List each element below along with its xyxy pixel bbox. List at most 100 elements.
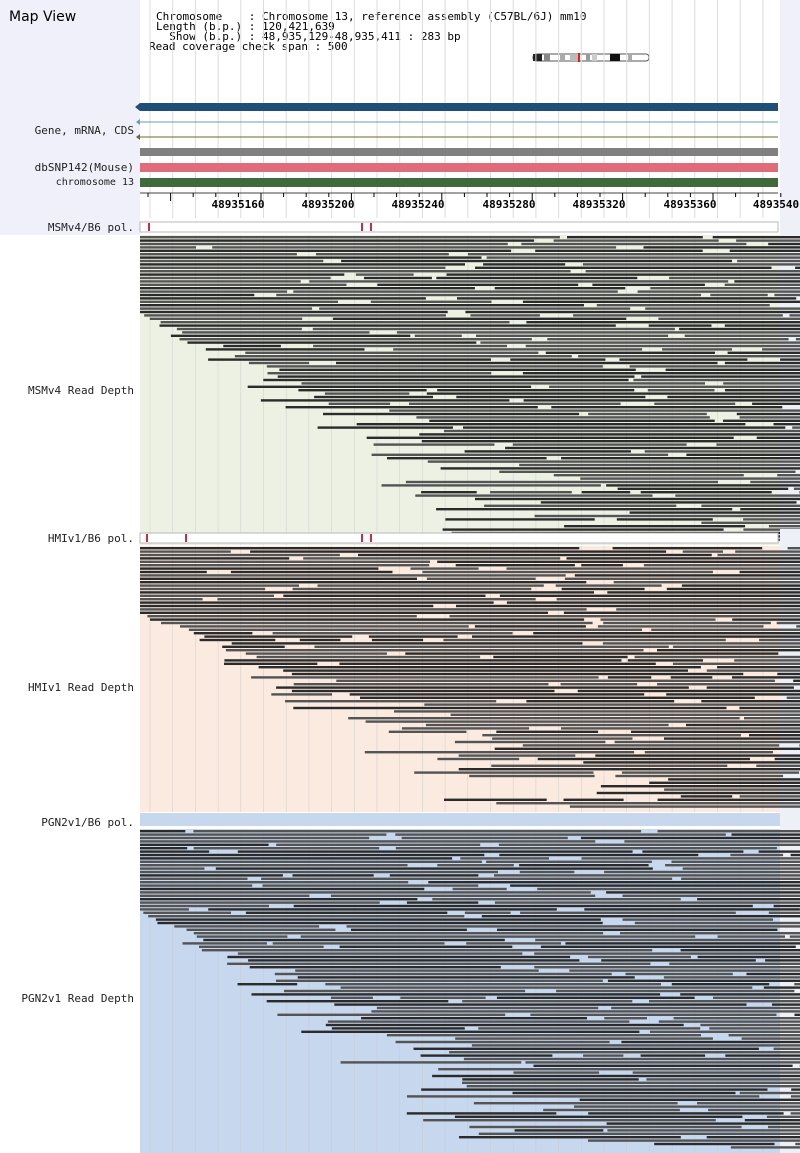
read-bar [697, 898, 800, 901]
read-bar [427, 460, 800, 463]
read-bar [443, 638, 726, 642]
read-bar [140, 584, 299, 587]
read-bar [458, 754, 576, 757]
read-bar [734, 659, 800, 662]
read-bar [727, 351, 800, 354]
read-bar [150, 618, 585, 621]
read-bar [739, 1091, 800, 1095]
panel-background [140, 546, 780, 812]
read-bar [709, 1027, 800, 1030]
read-bar [444, 798, 547, 801]
read-bar [606, 1122, 800, 1125]
read-bar [410, 567, 479, 570]
read-bar [314, 645, 669, 648]
read-bar [446, 273, 800, 276]
read-bar [716, 443, 800, 446]
read-bar [621, 1040, 800, 1044]
read-bar [300, 935, 696, 938]
read-bar [664, 788, 800, 791]
read-bar [140, 843, 269, 846]
read-bar [543, 1108, 680, 1112]
read-bar [140, 881, 409, 884]
read-bar [601, 959, 756, 962]
read-bar [364, 751, 635, 754]
read-bar [486, 860, 652, 863]
read-bar [336, 361, 718, 365]
read-bar [283, 669, 688, 672]
read-bar [140, 283, 347, 286]
read-bar [790, 1112, 800, 1115]
read-bar [668, 778, 800, 781]
read-bar [706, 669, 800, 672]
read-bar [650, 287, 800, 290]
coverage-span-info: Read coverage check span : 500 [149, 40, 348, 53]
pol-box [140, 813, 780, 826]
read-bar [474, 625, 586, 628]
read-bar [292, 874, 374, 877]
read-bar [667, 395, 800, 399]
read-bar [395, 1040, 610, 1044]
read-bar [580, 477, 800, 480]
read-bar [245, 351, 539, 354]
read-bar [319, 307, 631, 310]
read-bar [743, 518, 800, 521]
read-bar [602, 642, 800, 645]
read-bar [564, 577, 800, 580]
read-bar [790, 1095, 800, 1098]
read-bar [701, 700, 800, 703]
read-bar [140, 577, 417, 580]
read-bar [523, 399, 800, 402]
read-bar [298, 389, 427, 392]
read-bar [365, 720, 800, 723]
read-bar [768, 1125, 800, 1129]
read-bar [366, 436, 734, 439]
read-bar [140, 857, 453, 860]
chromosome-ideogram[interactable] [530, 53, 652, 62]
read-bar [640, 491, 772, 494]
read-bar [466, 1085, 800, 1088]
read-bar [730, 853, 784, 857]
read-bar [646, 1078, 800, 1081]
read-bar [759, 638, 800, 642]
read-bar [519, 864, 649, 867]
read-bar [622, 918, 773, 921]
read-bar [215, 867, 653, 870]
read-bar [237, 952, 523, 955]
read-bar [675, 494, 800, 497]
read-bar [596, 304, 770, 307]
read-bar [666, 587, 800, 591]
read-bar [421, 440, 800, 443]
read-bar [482, 734, 741, 737]
read-bar [140, 830, 186, 833]
read-bar [712, 236, 800, 239]
read-bar [633, 378, 800, 382]
read-bar [327, 1020, 630, 1023]
read-bar [388, 730, 467, 733]
read-bar [396, 331, 800, 334]
read-bar [481, 915, 800, 918]
read-bar [740, 508, 800, 511]
read-bar [499, 594, 800, 597]
read-bar [793, 679, 800, 682]
read-bar [506, 567, 800, 570]
read-bar [606, 891, 800, 894]
read-bar [332, 317, 627, 320]
read-bar [792, 426, 800, 429]
read-bar [140, 256, 482, 259]
read-bar [765, 959, 800, 962]
read-bar [208, 358, 491, 361]
read-bar [470, 314, 540, 317]
read-bar [627, 659, 703, 662]
read-bar [341, 259, 732, 263]
read-bar [553, 474, 744, 477]
read-bar [317, 584, 544, 587]
read-bar [665, 368, 800, 371]
read-bar [432, 1074, 800, 1078]
read-bar [701, 504, 800, 507]
read-bar [140, 894, 310, 897]
read-bar [429, 419, 715, 422]
read-bar [649, 1000, 800, 1003]
read-bar [284, 989, 526, 993]
read-bar [266, 365, 603, 368]
